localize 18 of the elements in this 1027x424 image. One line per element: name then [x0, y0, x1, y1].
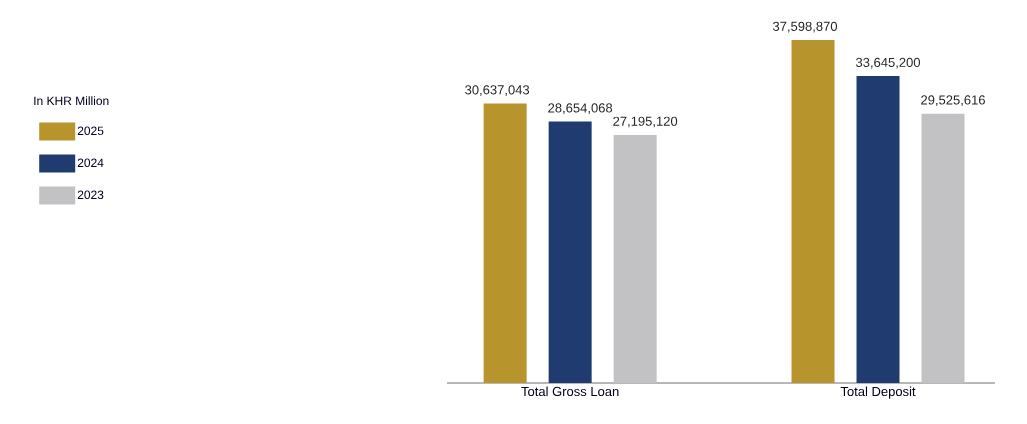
- data-label: 37,598,870: [772, 21, 838, 33]
- legend-label: 2025: [77, 126, 104, 136]
- bar: [791, 40, 835, 383]
- bar: [856, 76, 900, 383]
- data-label: 28,654,068: [548, 103, 613, 115]
- x-tick-label: Total Deposit: [840, 386, 916, 399]
- legend-title: In KHR Million: [34, 96, 109, 106]
- bar: [613, 134, 657, 383]
- bar: [548, 121, 592, 383]
- legend-label: 2024: [77, 158, 104, 168]
- bar: [483, 103, 527, 383]
- data-label: 33,645,200: [855, 57, 921, 69]
- x-tick-label: Total Gross Loan: [521, 386, 619, 397]
- data-label: 30,637,043: [465, 85, 530, 96]
- data-label: 27,195,120: [613, 116, 678, 128]
- bar: [921, 113, 965, 383]
- data-label: 29,525,616: [921, 95, 985, 107]
- legend-label: 2023: [77, 190, 104, 199]
